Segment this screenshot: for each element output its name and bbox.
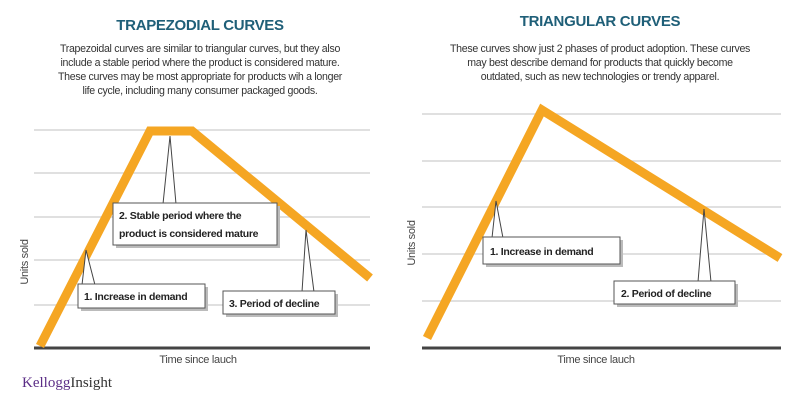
triangular-desc-line: These curves show just 2 phases of produ… xyxy=(450,43,750,55)
triangular-desc-line: outdated, such as new technologies or tr… xyxy=(481,71,720,83)
y-axis-label: Units sold xyxy=(406,220,418,265)
triangular-title: TRIANGULAR CURVES xyxy=(520,13,681,30)
trapezoidal-desc-line: life cycle, including many consumer pack… xyxy=(83,85,318,97)
callout-period-decline xyxy=(613,280,736,305)
kellogg-insight-logo: KelloggInsight xyxy=(22,375,113,391)
triangular-panel: TRIANGULAR CURVES These curves show just… xyxy=(406,13,783,366)
trapezoidal-title: TRAPEZODIAL CURVES xyxy=(116,17,284,34)
triangular-curve xyxy=(422,103,783,341)
trapezoidal-panel: TRAPEZODIAL CURVES Trapezoidal curves ar… xyxy=(19,17,373,366)
callout-increase-demand xyxy=(482,236,621,265)
x-axis-label: Time since lauch xyxy=(159,354,237,366)
callout-stable-period xyxy=(112,202,278,246)
x-axis-label: Time since lauch xyxy=(557,354,635,366)
callout-pointer xyxy=(697,208,712,283)
trapezoidal-curve xyxy=(35,126,373,349)
callout-text: 1. Increase in demand xyxy=(84,291,187,303)
logo-text: KelloggInsight xyxy=(22,375,113,391)
callout-text: product is considered mature xyxy=(119,228,259,240)
trapezoidal-desc-line: These curves may be most appropriate for… xyxy=(58,71,343,83)
trapezoidal-desc-line: include a stable period where the produc… xyxy=(60,57,339,69)
trapezoidal-desc-line: Trapezoidal curves are similar to triang… xyxy=(60,43,341,55)
callout-text: 2. Period of decline xyxy=(621,288,712,300)
callout-increase-demand xyxy=(77,283,206,309)
logo-insight: Insight xyxy=(70,375,113,391)
callout-text: 2. Stable period where the xyxy=(119,210,242,222)
callout-pointer xyxy=(162,135,177,205)
triangular-desc-line: may best describe demand for products th… xyxy=(467,57,733,69)
callout-text: 1. Increase in demand xyxy=(490,246,593,258)
callout-text: 3. Period of decline xyxy=(229,298,320,310)
logo-kellogg: Kellogg xyxy=(22,375,71,391)
y-axis-label: Units sold xyxy=(19,239,31,284)
callout-pointer xyxy=(301,229,315,293)
callout-period-decline xyxy=(222,290,336,315)
